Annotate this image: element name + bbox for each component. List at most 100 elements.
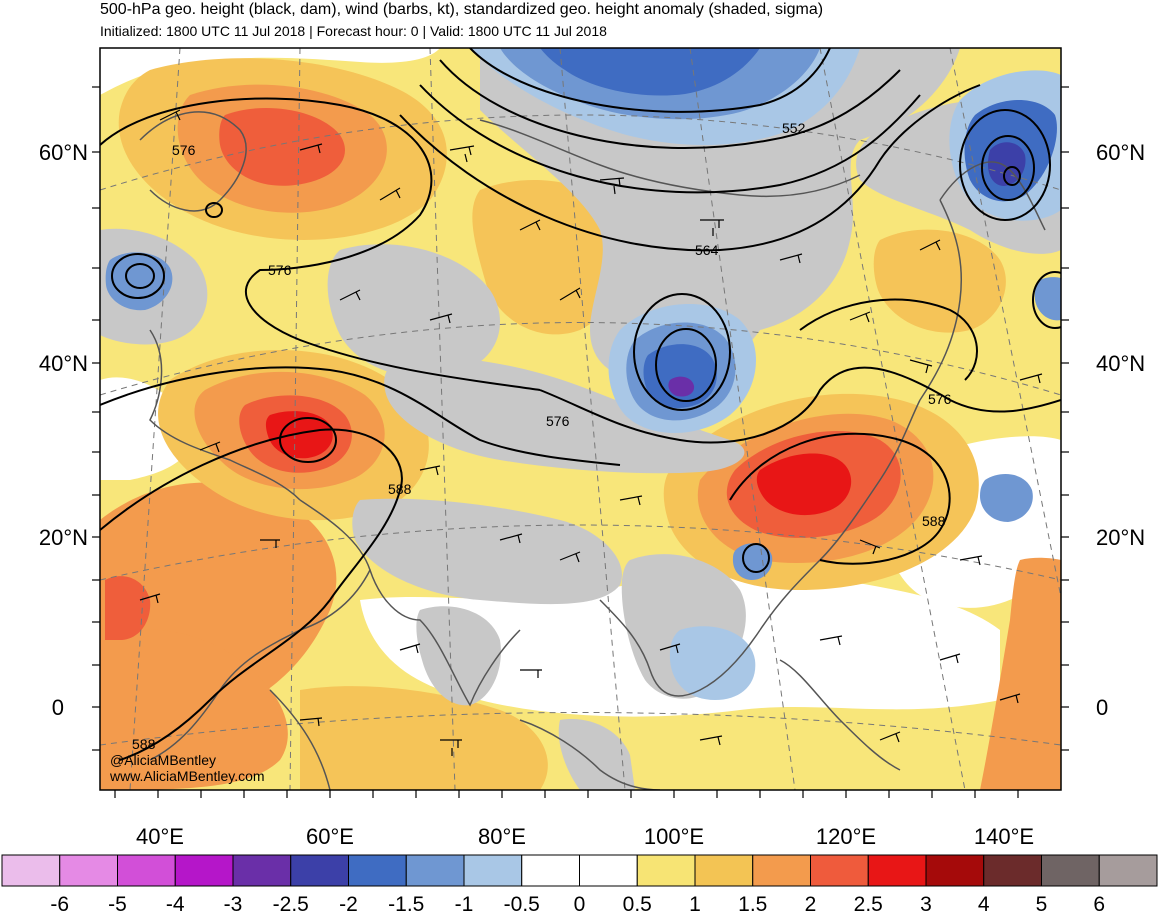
- anomaly-gray-mongolia: [384, 357, 745, 474]
- lat-label-60n-left: 60°N: [39, 140, 88, 165]
- colorbar-swatch: [59, 854, 118, 887]
- anomaly-orange-east-small: [873, 229, 1006, 333]
- contour-576-east: [799, 298, 978, 381]
- contour-label-576-mongolia: 576: [546, 413, 570, 429]
- colorbar-tick-label: -2: [339, 893, 358, 913]
- colorbar-swatch: [348, 854, 407, 887]
- anomaly-blue-west: [105, 252, 173, 311]
- colorbar-swatch: [867, 854, 927, 887]
- anomaly-white-north: [100, 48, 440, 95]
- anomaly-blue-baikal: [643, 344, 717, 408]
- coastlines: [139, 111, 1046, 790]
- closed-low-west-inner: [125, 263, 155, 289]
- wind-barbs: [139, 109, 1043, 756]
- colorbar-swatch: [232, 854, 292, 887]
- lon-label-100e: 100°E: [644, 824, 704, 849]
- contour-label-588-pacific: 588: [922, 513, 946, 529]
- contour-label-588-africa: 588: [132, 736, 156, 752]
- contour-label-588-iran: 588: [388, 481, 412, 497]
- colorbar-tick-label: 0.5: [623, 893, 652, 913]
- contour-564-band: [399, 84, 981, 252]
- credit-website: www.AliciaMBentley.com: [109, 768, 265, 784]
- graticule: [100, 48, 1061, 790]
- contour-label-564: 564: [695, 242, 719, 258]
- map-plot-area: 576 576 552 564 576 576 588 588 588 @Ali…: [100, 48, 1061, 790]
- contour-588-east: [729, 432, 951, 565]
- closed-low-baikal-inner: [655, 328, 717, 402]
- lon-label-120e: 120°E: [816, 824, 876, 849]
- lat-label-20n-right: 20°N: [1096, 525, 1145, 550]
- closed-low-south-china: [742, 543, 770, 573]
- longitude-labels: 40°E 60°E 80°E 100°E 120°E 140°E: [136, 824, 1034, 849]
- colorbar-tick-label: 4: [978, 893, 990, 913]
- colorbar-labels: -6 -5 -4 -3 -2.5 -2 -1.5 -1 -0.5 0 0.5 1 1.5 2 2.5 3 4 5 6: [50, 893, 1105, 913]
- latitude-labels-left: 60°N 40°N 20°N 0: [39, 140, 88, 720]
- lat-label-40n-left: 40°N: [39, 351, 88, 376]
- anomaly-gray-sumatra: [558, 719, 635, 790]
- anomaly-light-blue-indochina: [669, 626, 756, 700]
- colorbar-swatch: [463, 854, 523, 887]
- anomaly-blue-east-edge: [1034, 277, 1061, 321]
- closed-low-west: [111, 253, 165, 299]
- colorbar-tick-label: 2.5: [854, 893, 883, 913]
- contour-582: [100, 366, 621, 466]
- anomaly-purple-baikal: [668, 376, 695, 397]
- colorbar-swatch: [1, 854, 61, 887]
- colorbar-tick-label: -1: [455, 893, 474, 913]
- lon-label-40e: 40°E: [136, 824, 184, 849]
- anomaly-gray-central-asia: [327, 244, 500, 378]
- lat-label-20n-left: 20°N: [39, 525, 88, 550]
- anomaly-orange-africa-south: [100, 629, 288, 790]
- colorbar-tick-label: -1.5: [388, 893, 424, 913]
- colorbar-swatch: [579, 854, 638, 887]
- contour-576-scandinavia: [100, 97, 541, 391]
- contour-558-north: [419, 84, 921, 194]
- contour-label-576-europe: 576: [268, 262, 292, 278]
- colorbar-tick-label: 3: [920, 893, 932, 913]
- colorbar-swatch: [752, 854, 811, 887]
- colorbar-tick-label: -3: [224, 893, 243, 913]
- colorbar-tick-label: -2.5: [273, 893, 309, 913]
- anomaly-gray-north-band: [480, 48, 960, 380]
- chart-title: 500-hPa geo. height (black, dam), wind (…: [100, 1, 824, 18]
- contour-label-552: 552: [782, 120, 806, 136]
- colorbar-swatch: [1098, 854, 1158, 887]
- closed-contours: [111, 109, 1061, 573]
- anomaly-red-scandinavia: [219, 107, 345, 186]
- lon-label-60e: 60°E: [306, 824, 354, 849]
- credit-handle: @AliciaMBentley: [110, 752, 216, 768]
- contour-540-north: [469, 48, 831, 113]
- colorbar-swatch: [983, 854, 1042, 887]
- lat-label-0-right: 0: [1096, 695, 1108, 720]
- colorbar-tick-label: -0.5: [504, 893, 540, 913]
- closed-high-scandinavia-small: [205, 202, 223, 218]
- colorbar-swatch: [925, 854, 985, 887]
- map-frame: [99, 47, 1062, 791]
- anomaly-dark-blue-kamchatka: [987, 142, 1026, 186]
- anomaly-red-east-asia: [756, 453, 852, 516]
- anomaly-gray-tibet: [352, 498, 622, 605]
- colorbar-swatch: [405, 854, 465, 887]
- axis-ticks: [92, 86, 1069, 798]
- lat-label-0-left: 0: [52, 695, 64, 720]
- contour-label-576-japan: 576: [928, 391, 952, 407]
- colorbar-swatch: [521, 854, 580, 887]
- closed-low-kamchatka: [959, 109, 1051, 221]
- anomaly-blue-pacific: [980, 474, 1033, 522]
- colorbar-tick-label: 5: [1036, 893, 1048, 913]
- colorbar-tick-label: 6: [1093, 893, 1105, 913]
- chart-subtitle: Initialized: 1800 UTC 11 Jul 2018 | Fore…: [100, 23, 607, 39]
- colorbar-tick-label: -6: [50, 893, 69, 913]
- colorbar-tick-label: -5: [108, 893, 127, 913]
- colorbar-tick-label: 1: [689, 893, 701, 913]
- colorbar-tick-label: 1.5: [738, 893, 767, 913]
- anomaly-blue-north: [540, 48, 760, 96]
- colorbar-swatch: [174, 854, 234, 887]
- colorbar-swatch: [117, 854, 176, 887]
- lon-label-80e: 80°E: [478, 824, 526, 849]
- colorbar-tick-label: -4: [166, 893, 185, 913]
- contour-588-west: [100, 428, 403, 761]
- colorbar-swatch: [636, 854, 696, 887]
- contour-label-576-scandinavia: 576: [172, 142, 196, 158]
